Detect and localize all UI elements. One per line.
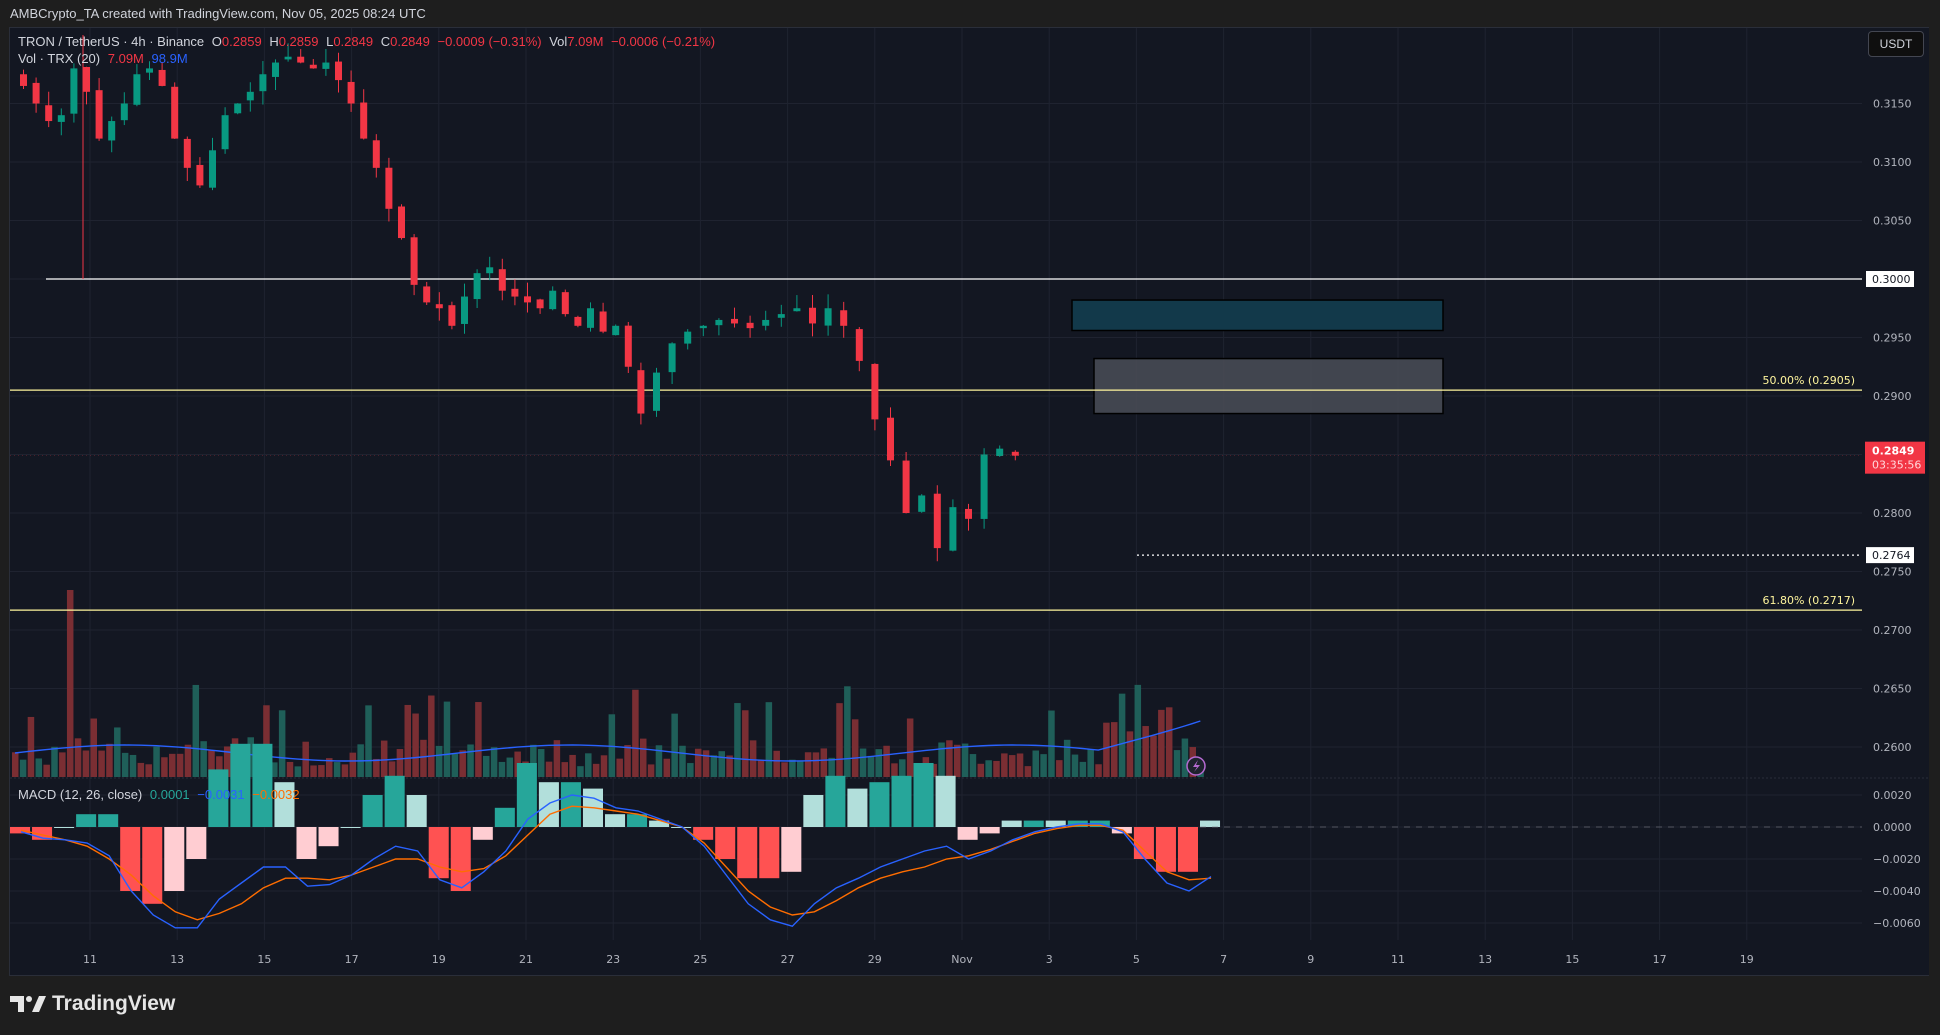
- close-label: C: [380, 34, 391, 49]
- macd-axis-label: 0.0020: [1873, 789, 1912, 802]
- time-axis-label: 7: [1220, 953, 1227, 966]
- price-axis-label: 0.3150: [1873, 98, 1912, 111]
- macd-signal-value: −0.0032: [252, 787, 300, 802]
- close-value: 0.2849: [390, 34, 430, 49]
- symbol-title[interactable]: TRON / TetherUS · 4h · Binance: [18, 34, 205, 49]
- volume-bars: [12, 590, 1204, 777]
- level-price-tag: [1866, 547, 1914, 564]
- macd-legend: MACD (12, 26, close) 0.0001 −0.0031 −0.0…: [18, 787, 304, 802]
- macd-line-value: −0.0031: [197, 787, 245, 802]
- volume-legend: Vol · TRX (20) 7.09M 98.9M: [18, 51, 192, 66]
- time-axis-label: 15: [1565, 953, 1579, 966]
- last-price-tag: [1865, 441, 1925, 474]
- time-axis-label: 13: [1478, 953, 1492, 966]
- price-axis-label: 0.2700: [1873, 624, 1912, 637]
- currency-button[interactable]: USDT: [1868, 31, 1924, 57]
- vol-label: Vol: [549, 34, 568, 49]
- tradingview-logo-icon: [10, 996, 46, 1012]
- open-label: O: [211, 34, 222, 49]
- time-axis-label: 17: [345, 953, 359, 966]
- time-axis-label: 21: [519, 953, 533, 966]
- fib-level-label: 50.00% (0.2905): [1762, 374, 1855, 387]
- high-value: 0.2859: [278, 34, 319, 49]
- level-price-tag: [1866, 271, 1914, 287]
- volume-ma-line: [14, 720, 1201, 762]
- macd-axis-label: −0.0040: [1873, 885, 1921, 898]
- vol-value: 7.09M: [567, 34, 604, 49]
- low-value: 0.2849: [333, 34, 374, 49]
- time-axis-label: 17: [1653, 953, 1667, 966]
- price-axis-label: 0.3100: [1873, 156, 1912, 169]
- time-axis-label: 9: [1307, 953, 1314, 966]
- macd-indicator-title[interactable]: MACD (12, 26, close): [18, 787, 143, 802]
- macd-histogram: [10, 743, 1221, 904]
- volume-ma-value: 98.9M: [151, 51, 188, 66]
- time-axis-label: 25: [693, 953, 707, 966]
- time-axis-label: 3: [1046, 953, 1053, 966]
- price-axis-label: 0.2800: [1873, 507, 1912, 520]
- high-label: H: [269, 34, 279, 49]
- time-axis-label: 15: [257, 953, 271, 966]
- macd-histogram-value: 0.0001: [149, 787, 190, 802]
- time-axis-label: 29: [868, 953, 882, 966]
- teal-supply-zone[interactable]: [1071, 299, 1444, 332]
- tradingview-logo[interactable]: TradingView: [10, 992, 175, 1016]
- tradingview-brand: TradingView: [52, 992, 176, 1015]
- svg-text:0.2849: 0.2849: [1872, 445, 1914, 458]
- chart-credit: AMBCrypto_TA created with TradingView.co…: [10, 6, 426, 21]
- svg-text:0.2764: 0.2764: [1872, 549, 1911, 562]
- macd-signal-line: [20, 805, 1212, 921]
- gray-fvg-zone[interactable]: [1093, 357, 1444, 415]
- time-axis-label: 11: [83, 953, 97, 966]
- volume-current-value: 7.09M: [107, 51, 144, 66]
- time-axis-label: 13: [170, 953, 184, 966]
- price-axis-label: 0.2600: [1873, 741, 1912, 754]
- time-axis-label: Nov: [951, 953, 973, 966]
- volume-indicator-title[interactable]: Vol · TRX (20): [18, 51, 101, 66]
- macd-axis-label: −0.0020: [1873, 853, 1921, 866]
- time-axis-label: 23: [606, 953, 620, 966]
- price-axis-label: 0.2950: [1873, 332, 1912, 345]
- vol-change: −0.0006 (−0.21%): [611, 34, 716, 49]
- time-axis-label: 5: [1133, 953, 1140, 966]
- price-axis-label: 0.2650: [1873, 683, 1912, 696]
- price-axis-label: 0.2900: [1873, 390, 1912, 403]
- svg-text:03:35:56: 03:35:56: [1872, 459, 1921, 472]
- price-change: −0.0009 (−0.31%): [437, 34, 542, 49]
- macd-axis-label: −0.0060: [1873, 917, 1921, 930]
- chart-frame[interactable]: [9, 27, 1930, 976]
- low-label: L: [326, 34, 334, 49]
- macd-axis-label: 0.0000: [1873, 821, 1912, 834]
- time-axis-label: 11: [1391, 953, 1405, 966]
- svg-text:0.3000: 0.3000: [1872, 273, 1911, 286]
- price-axis-label: 0.3050: [1873, 215, 1912, 228]
- time-axis-label: 19: [432, 953, 446, 966]
- time-axis-label: 27: [781, 953, 795, 966]
- candlesticks: [20, 35, 1019, 562]
- price-axis-label: 0.2750: [1873, 566, 1912, 579]
- time-axis-label: 19: [1740, 953, 1754, 966]
- fib-level-label: 61.80% (0.2717): [1762, 594, 1855, 607]
- macd-line: [20, 794, 1212, 929]
- lightning-replay-icon[interactable]: [1186, 756, 1206, 776]
- symbol-legend: TRON / TetherUS · 4h · Binance O0.2859 H…: [18, 34, 719, 49]
- open-value: 0.2859: [221, 34, 262, 49]
